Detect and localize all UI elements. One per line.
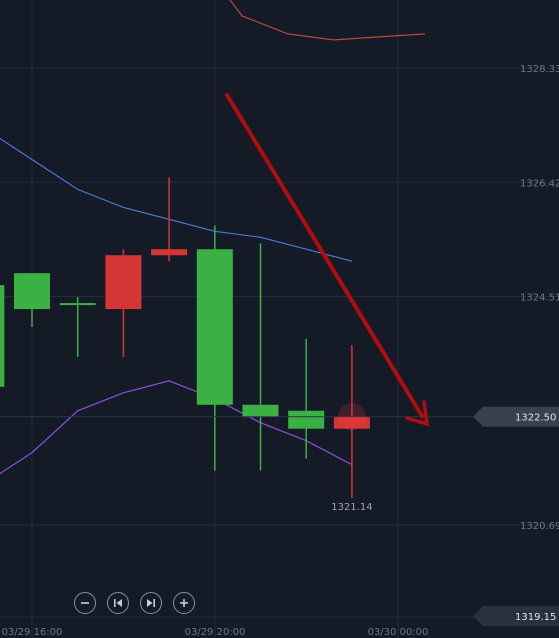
bottom-price-tag-text: 1319.15 [515, 612, 556, 623]
y-tick-label: 1328.33 [520, 64, 559, 75]
low-price-annotation: 1321.14 [331, 502, 372, 513]
current-price-glow [337, 402, 366, 431]
lower-band-line [0, 380, 353, 475]
current-price-tag-shape [473, 406, 559, 427]
candle-body [105, 255, 142, 310]
plus-icon [180, 599, 188, 607]
scroll-forward-button[interactable] [140, 592, 162, 614]
bottom-price-tag: 1319.15 [473, 606, 559, 627]
y-tick-label: 1324.51 [520, 293, 559, 304]
candles [0, 177, 370, 499]
y-tick-label: 1326.42 [520, 178, 559, 189]
current-price-tag-text: 1322.50 [515, 413, 556, 424]
candle [151, 177, 188, 262]
zoom-in-button[interactable] [173, 592, 195, 614]
x-tick-label: 03/29 16:00 [2, 627, 63, 638]
skip-forward-icon [147, 599, 155, 607]
bottom-price-tag-shape [473, 606, 559, 627]
y-tick-label: 1320.69 [520, 521, 559, 532]
candle-body [151, 249, 188, 256]
x-tick-label: 03/30 00:00 [368, 627, 429, 638]
candle-body [0, 285, 5, 387]
candle [196, 225, 233, 471]
middle-band-line [0, 137, 353, 262]
trend-arrow-shaft [225, 93, 424, 418]
chart-controls [74, 592, 195, 616]
candle [242, 243, 279, 471]
skip-back-icon [114, 599, 122, 607]
axes: 1328.33 1326.42 1324.51 1320.69 1322.50 1319.… [2, 64, 559, 638]
candle-body [333, 416, 370, 429]
current-price-tag: 1322.50 [473, 406, 559, 427]
zoom-out-button[interactable] [74, 592, 96, 614]
scroll-back-button[interactable] [107, 592, 129, 614]
x-tick-label: 03/29 20:00 [185, 627, 246, 638]
minus-icon [81, 602, 89, 604]
candle [105, 249, 142, 357]
candle [288, 338, 325, 459]
candle-body [288, 410, 325, 429]
candle-body [242, 404, 279, 417]
upper-band-line [229, 0, 426, 41]
candle-body [14, 273, 50, 310]
candle [333, 344, 370, 499]
overlay: 1321.14 [0, 93, 510, 513]
candle-body [59, 303, 96, 306]
candle [0, 285, 5, 387]
candle [14, 273, 50, 328]
trend-arrow-head [405, 400, 430, 427]
candle [59, 297, 96, 357]
candle-body [196, 249, 233, 405]
